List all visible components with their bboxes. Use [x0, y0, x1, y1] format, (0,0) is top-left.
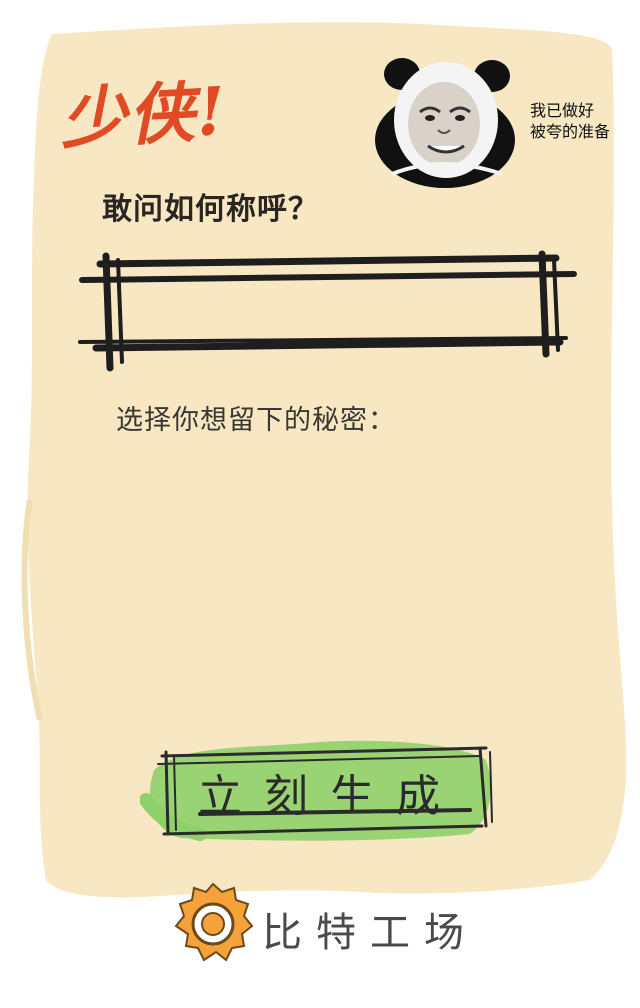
generate-button[interactable]: 立刻生成	[140, 730, 500, 850]
page-title: 少侠!	[58, 71, 230, 159]
name-question: 敢问如何称呼？	[102, 192, 319, 227]
meme-caption-line-2: 被夸的准备	[530, 122, 611, 141]
name-input-frame	[78, 250, 577, 372]
panda-meme-icon	[375, 58, 515, 188]
generate-button-frame	[140, 740, 493, 841]
name-input[interactable]	[128, 290, 540, 338]
secret-label: 选择你想留下的秘密：	[116, 405, 396, 436]
brand-name: 比特工场	[262, 910, 478, 956]
meme-caption-line-1: 我已做好	[530, 101, 595, 120]
gear-logo-icon	[174, 882, 254, 962]
generate-button-label: 立刻生成	[198, 771, 462, 822]
meme-caption: 我已做好 被夸的准备	[530, 100, 610, 142]
